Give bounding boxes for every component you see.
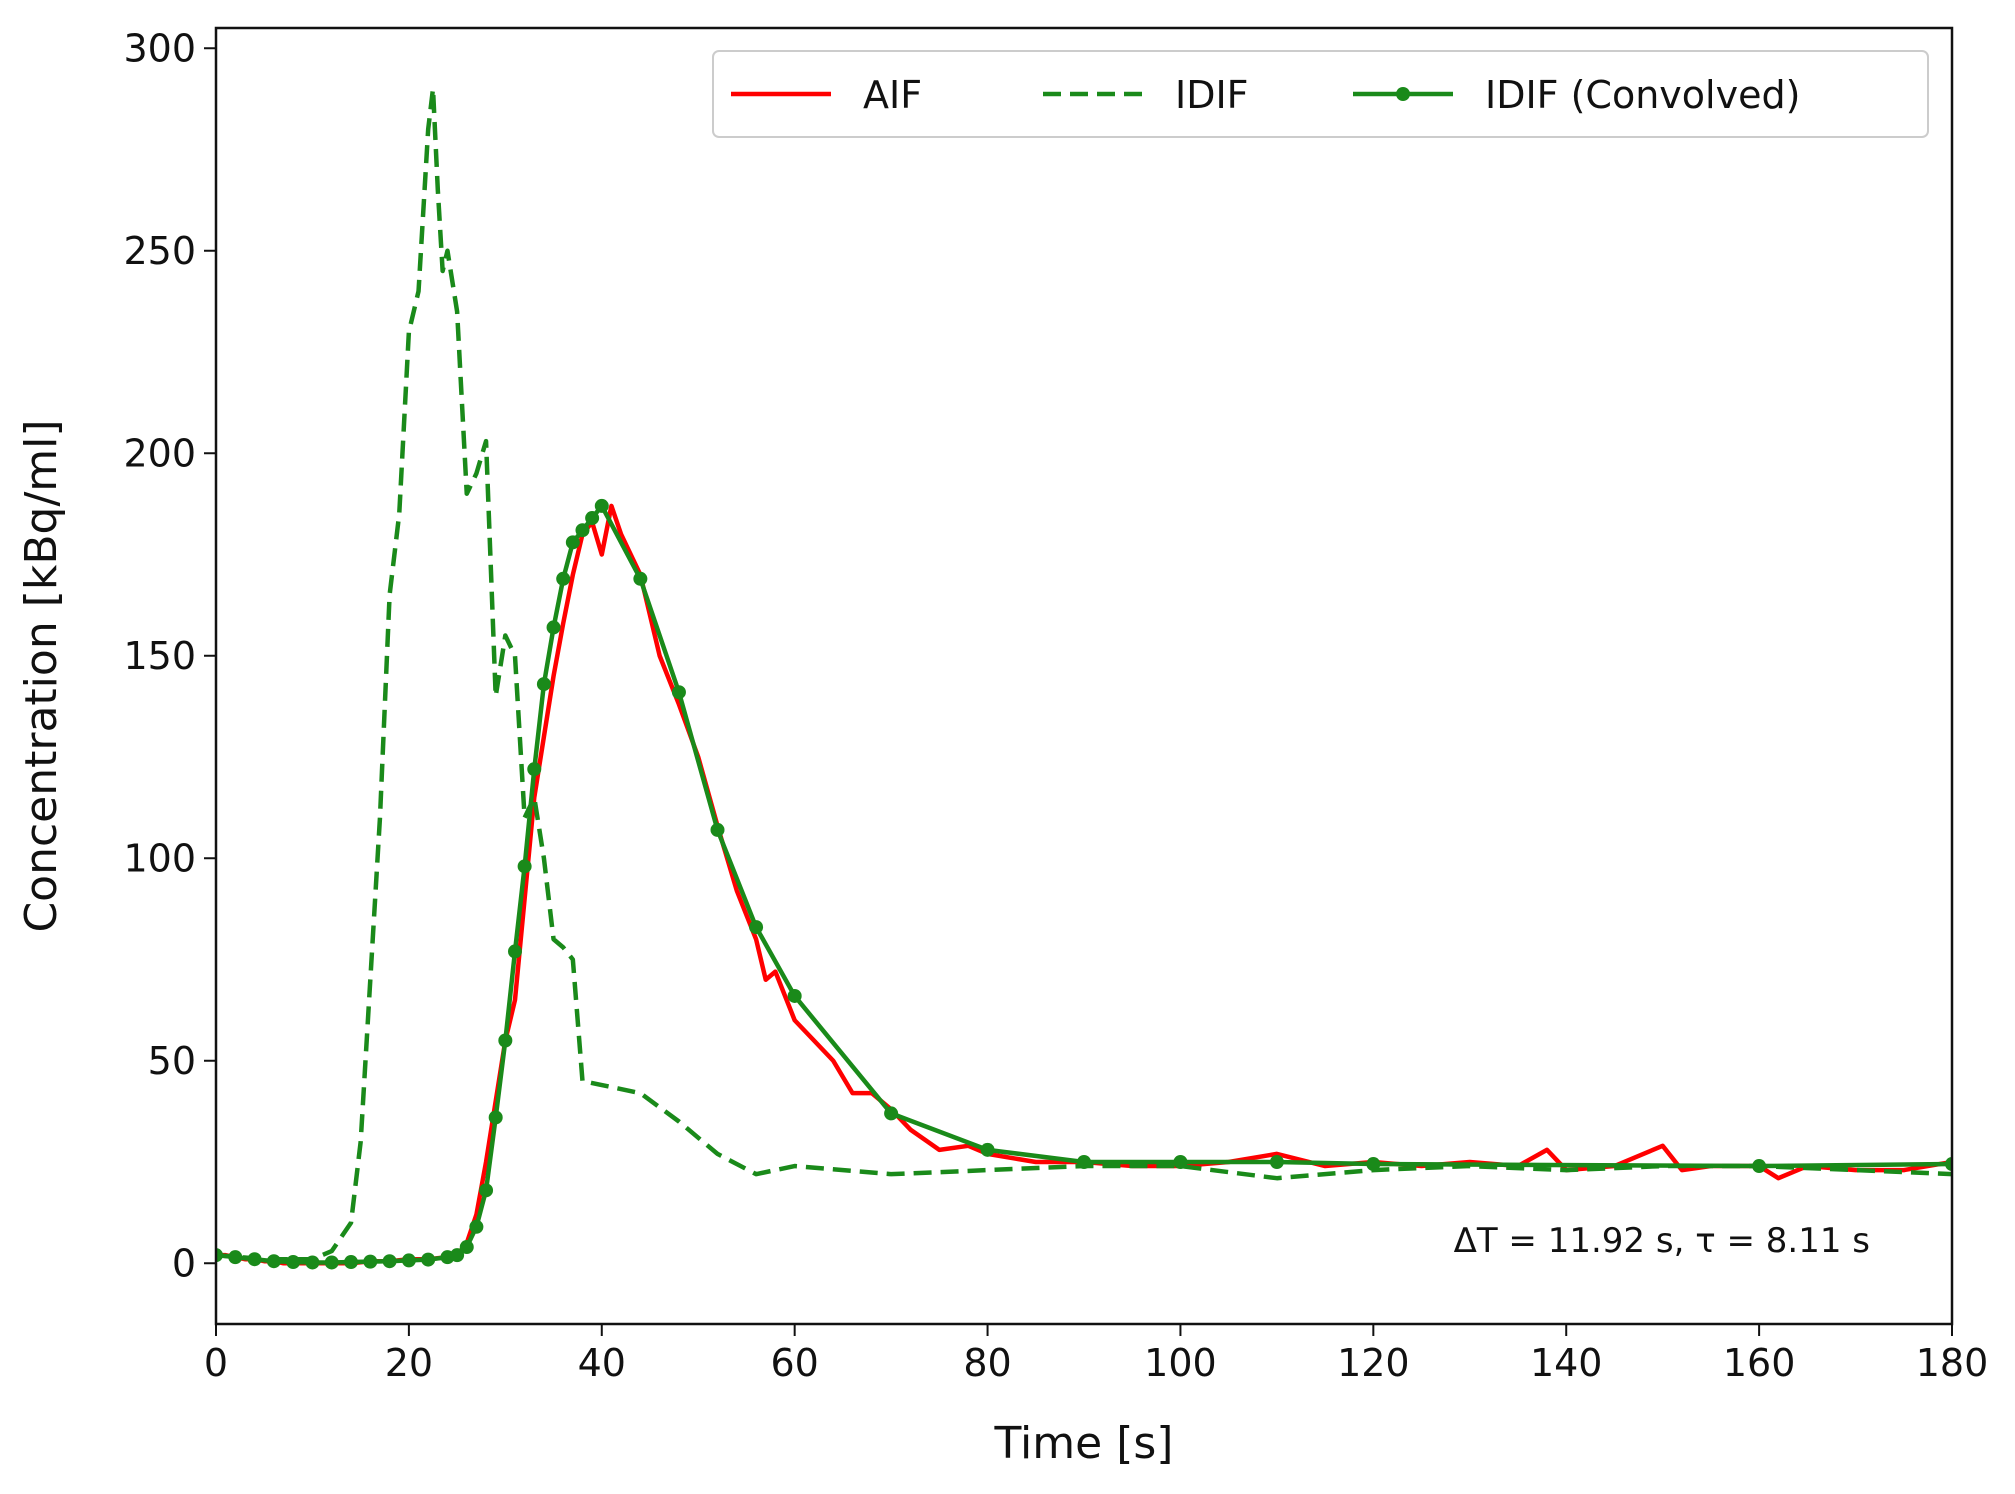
series-marker [305, 1255, 320, 1270]
series-marker [228, 1250, 243, 1265]
series-line [216, 503, 1952, 1265]
series-marker [1945, 1157, 1952, 1172]
plot-area [216, 86, 1952, 1270]
x-tick-label: 60 [770, 1341, 818, 1385]
series-marker [498, 1033, 513, 1048]
legend-label: IDIF [1175, 73, 1249, 117]
series-line [216, 86, 1952, 1262]
series-marker [671, 685, 686, 700]
x-tick-label: 120 [1337, 1341, 1410, 1385]
x-tick-label: 180 [1916, 1341, 1989, 1385]
series-marker [488, 1110, 503, 1125]
y-tick-label: 150 [123, 634, 196, 678]
series-marker [1077, 1155, 1091, 1169]
series-marker [980, 1142, 995, 1157]
series-marker [344, 1255, 359, 1270]
series-marker [575, 523, 590, 538]
series-marker [546, 620, 561, 635]
series-marker [633, 571, 648, 586]
series-line [216, 503, 1952, 1266]
series-marker [450, 1248, 465, 1263]
series-marker [216, 1248, 223, 1263]
series-marker [749, 920, 764, 935]
x-tick-label: 140 [1530, 1341, 1603, 1385]
series-marker [787, 988, 802, 1003]
series-marker [884, 1106, 899, 1121]
x-tick-label: 20 [385, 1341, 433, 1385]
y-axis-label: Concentration [kBq/ml] [16, 419, 67, 932]
series-marker [247, 1252, 262, 1267]
legend-box [712, 50, 1929, 138]
y-tick-label: 100 [123, 836, 196, 880]
series-marker [469, 1219, 484, 1234]
series-marker [363, 1254, 378, 1269]
series-marker [459, 1240, 474, 1255]
series-marker [536, 677, 551, 692]
y-tick-label: 250 [123, 229, 196, 273]
series-marker [585, 511, 600, 526]
series-marker [517, 859, 532, 874]
x-tick-label: 80 [963, 1341, 1011, 1385]
series-marker [286, 1255, 301, 1270]
series-marker [324, 1255, 339, 1270]
legend-label: IDIF (Convolved) [1485, 73, 1800, 117]
y-tick-label: 300 [123, 26, 196, 70]
x-tick-label: 160 [1723, 1341, 1796, 1385]
x-tick-label: 100 [1144, 1341, 1217, 1385]
series-marker [527, 762, 542, 777]
x-tick-label: 0 [204, 1341, 228, 1385]
series-marker [1366, 1157, 1381, 1172]
y-tick-label: 50 [148, 1039, 196, 1083]
legend-marker [1396, 87, 1410, 101]
series-marker [266, 1254, 281, 1269]
series-marker [556, 571, 571, 586]
annotation: ΔT = 11.92 s, τ = 8.11 s [1454, 1221, 1870, 1261]
y-tick-label: 200 [123, 431, 196, 475]
plot-frame [214, 26, 1954, 1326]
x-tick-label: 40 [578, 1341, 626, 1385]
series-marker [401, 1253, 416, 1268]
y-tick-label: 0 [172, 1241, 196, 1285]
series-marker [479, 1183, 494, 1198]
series-marker [710, 822, 725, 837]
series-marker [507, 944, 522, 959]
series-marker [1173, 1155, 1188, 1169]
series-marker [1269, 1155, 1284, 1169]
series-marker [565, 535, 580, 550]
series-marker [1752, 1159, 1767, 1174]
x-axis-label: Time [s] [994, 1418, 1174, 1469]
series-marker [594, 498, 609, 513]
series-marker [382, 1254, 397, 1269]
series-marker [421, 1252, 436, 1267]
legend-label: AIF [863, 73, 922, 117]
